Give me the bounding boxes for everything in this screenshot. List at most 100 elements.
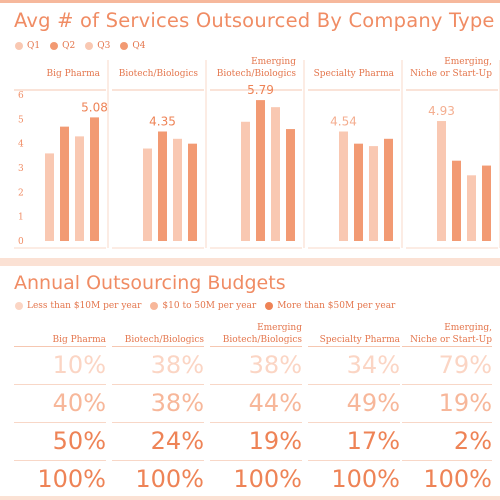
legend-item-q2: Q2: [50, 41, 75, 51]
y-tick-label: 5: [18, 115, 24, 125]
legend-swatch-q2: [50, 42, 59, 50]
bar: [75, 136, 84, 241]
column-rule: [14, 346, 106, 347]
budget-value: 38%: [112, 347, 204, 385]
bar: [143, 148, 152, 241]
group-label: Emerging,: [444, 57, 492, 67]
bar-value-label: 4.93: [428, 104, 455, 118]
budget-value: 19%: [210, 423, 302, 461]
legend-item-q4: Q4: [120, 41, 145, 51]
budget-value: 38%: [112, 385, 204, 423]
budget-header-label: Biotech/Biologics: [124, 335, 204, 345]
bottom-accent-bar: [0, 496, 500, 500]
budget-value: 49%: [308, 385, 400, 423]
group-label: Specialty Pharma: [314, 69, 395, 79]
legend-label-under-10m: Less than $10M per year: [27, 301, 142, 311]
y-tick-label: 3: [18, 164, 24, 174]
top-accent-bar: [0, 0, 500, 3]
legend-item-q1: Q1: [15, 41, 40, 51]
bar: [60, 126, 69, 241]
budget-header-label: Specialty Pharma: [319, 335, 400, 345]
legend-swatch-over-50m: [265, 302, 274, 310]
budget-header-label: Emerging Biotech/Biologics: [222, 323, 302, 345]
column-rule: [308, 346, 400, 347]
bar: [339, 131, 348, 241]
budget-total: 100%: [331, 465, 400, 493]
legend-swatch-q4: [120, 42, 129, 50]
budget-column-biotech: Biotech/Biologics 38% 38% 24% 100%: [112, 322, 204, 498]
budget-column-emerging-biotech: Emerging Biotech/Biologics 38% 44% 19% 1…: [210, 322, 302, 498]
budgets-title: Annual Outsourcing Budgets: [14, 272, 286, 294]
legend-item-under-10m: Less than $10M per year: [15, 301, 141, 311]
budget-column-header: Big Pharma: [14, 322, 106, 346]
bar: [354, 143, 363, 241]
legend-label-q4: Q4: [132, 41, 146, 51]
budget-column-emerging-niche: Emerging, Niche or Start-Up 79% 19% 2% 1…: [402, 322, 492, 498]
legend-swatch-under-10m: [15, 302, 23, 310]
budget-value: 24%: [112, 423, 204, 461]
budget-total: 100%: [135, 465, 204, 493]
legend-label-over-50m: More than $50M per year: [277, 301, 396, 311]
legend-label-q3: Q3: [97, 41, 111, 51]
budget-total: 100%: [233, 465, 302, 493]
bar: [158, 131, 167, 241]
group-label: Biotech/Biologics: [217, 69, 297, 79]
budget-header-label: Big Pharma: [52, 335, 106, 345]
legend-swatch-10-50m: [150, 302, 159, 310]
budget-value: 19%: [402, 385, 492, 423]
group-label: Biotech/Biologics: [119, 69, 199, 79]
budget-value: 38%: [210, 347, 302, 385]
bar: [241, 121, 250, 241]
budget-column-header: Emerging Biotech/Biologics: [210, 322, 302, 346]
budget-column-big-pharma: Big Pharma 10% 40% 50% 100%: [14, 322, 106, 498]
section-divider: [0, 258, 500, 266]
bar: [452, 160, 461, 241]
group-label: Emerging: [251, 57, 296, 67]
y-tick-label: 6: [18, 91, 24, 101]
bar: [369, 146, 378, 241]
bar: [188, 143, 197, 241]
budget-column-header: Specialty Pharma: [308, 322, 400, 346]
column-rule: [112, 346, 204, 347]
budget-value: 34%: [308, 347, 400, 385]
bar: [271, 107, 280, 242]
legend-item-q3: Q3: [85, 41, 110, 51]
budget-column-specialty-pharma: Specialty Pharma 34% 49% 17% 100%: [308, 322, 400, 498]
bar: [173, 138, 182, 241]
budget-value: 2%: [402, 423, 492, 461]
column-rule: [210, 346, 302, 347]
bar-value-label: 5.79: [247, 83, 274, 97]
y-tick-label: 1: [18, 213, 24, 223]
column-rule: [402, 346, 492, 347]
legend-swatch-q1: [15, 42, 23, 50]
budget-column-header: Biotech/Biologics: [112, 322, 204, 346]
budget-total: 100%: [423, 465, 492, 493]
bar: [467, 175, 476, 241]
bar-value-label: 4.35: [149, 115, 176, 129]
quarter-legend: Q1 Q2 Q3 Q4: [15, 41, 145, 51]
group-label: Niche or Start-Up: [410, 69, 492, 79]
bar: [90, 117, 99, 241]
legend-swatch-q3: [85, 42, 94, 50]
y-tick-label: 2: [18, 188, 24, 198]
budget-value: 79%: [402, 347, 492, 385]
chart-title: Avg # of Services Outsourced By Company …: [14, 9, 495, 32]
legend-item-10-50m: $10 to 50M per year: [150, 301, 256, 311]
bar-value-label: 5.08: [81, 100, 108, 114]
legend-label-10-50m: $10 to 50M per year: [162, 301, 257, 311]
legend-item-over-50m: More than $50M per year: [265, 301, 395, 311]
budget-column-header: Emerging, Niche or Start-Up: [402, 322, 492, 346]
services-bar-chart: 0 1 2 3 4 5 6 Big Pharma 5.08 Biotech/Biologics 4.…: [14, 57, 500, 249]
bar-value-label: 4.54: [330, 115, 357, 129]
budget-legend: Less than $10M per year $10 to 50M per y…: [15, 301, 395, 311]
legend-label-q1: Q1: [27, 41, 41, 51]
group-label: Big Pharma: [46, 69, 100, 79]
budget-value: 44%: [210, 385, 302, 423]
budget-value: 40%: [14, 385, 106, 423]
bar: [482, 165, 491, 241]
budget-value: 10%: [14, 347, 106, 385]
bar: [437, 121, 446, 241]
y-tick-label: 0: [18, 237, 24, 247]
budget-total: 100%: [37, 465, 106, 493]
bar: [256, 100, 265, 241]
